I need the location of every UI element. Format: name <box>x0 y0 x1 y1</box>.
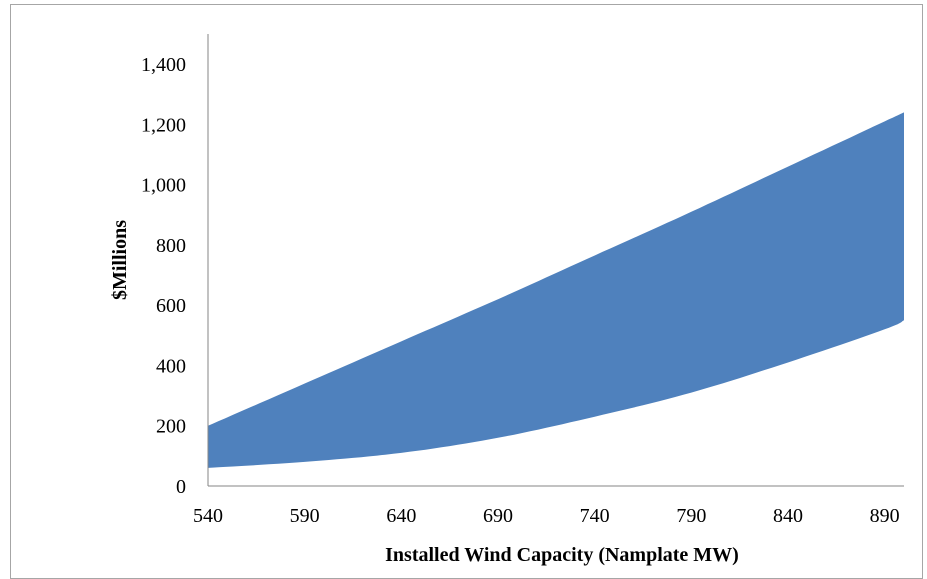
y-tick-label: 600 <box>156 295 186 317</box>
y-tick-label: 800 <box>156 235 186 257</box>
y-tick-label: 400 <box>156 355 186 377</box>
chart-marks <box>208 112 904 468</box>
x-tick-label: 690 <box>483 505 513 527</box>
x-tick-label: 790 <box>676 505 706 527</box>
y-tick-label: 200 <box>156 416 186 438</box>
x-tick-label: 840 <box>773 505 803 527</box>
y-tick-label: 0 <box>176 476 186 498</box>
y-axis-title: $Millions <box>109 220 131 300</box>
range-band-area <box>208 112 904 468</box>
x-tick-label: 590 <box>290 505 320 527</box>
y-tick-label: 1,000 <box>141 175 186 197</box>
chart-axes: 0 200 400 600 800 1,000 1,200 1,400 540 590 640 690… <box>141 34 904 527</box>
x-tick-label: 540 <box>193 505 223 527</box>
y-tick-label: 1,200 <box>141 114 186 136</box>
x-tick-label: 890 <box>870 505 900 527</box>
x-tick-label: 640 <box>386 505 416 527</box>
y-tick-label: 1,400 <box>141 54 186 76</box>
x-axis-title: Installed Wind Capacity (Namplate MW) <box>385 544 739 566</box>
x-tick-label: 740 <box>580 505 610 527</box>
